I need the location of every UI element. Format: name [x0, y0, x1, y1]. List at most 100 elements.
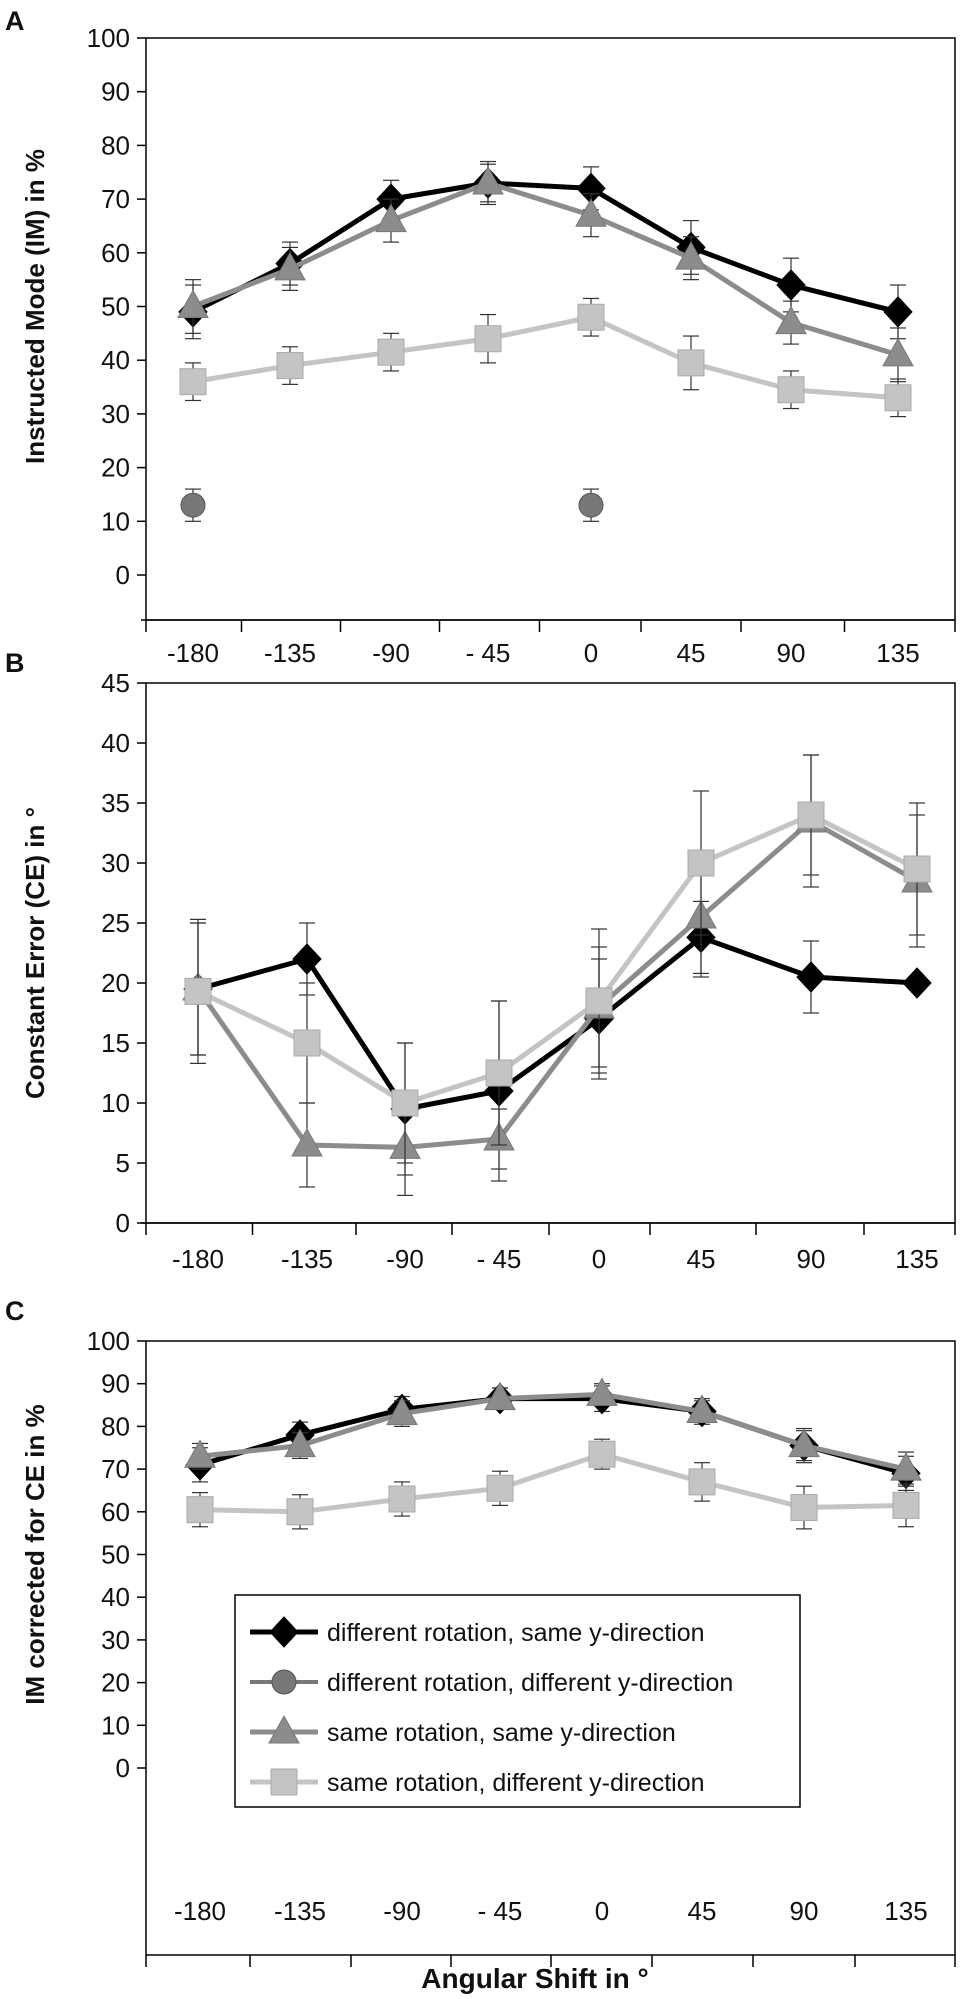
data-point-square-marker: [486, 1474, 514, 1502]
y-tick-label: 100: [87, 1326, 130, 1356]
legend-label: different rotation, different y-directio…: [327, 1669, 733, 1697]
legend-diamond-marker: [269, 1616, 299, 1648]
panel-a: A 0 10 20 30 40 50 60 70 80 90 100 -180 -135 -90 - 45 0 4…: [5, 6, 956, 668]
series-line-segment: [699, 1408, 807, 1449]
series-line-segment: [497, 1451, 605, 1491]
panel-letter: C: [5, 1296, 25, 1326]
series-line-segment: [588, 314, 694, 366]
y-tick-label: 25: [101, 908, 130, 938]
data-point-square-marker: [179, 368, 207, 396]
series-line-segment: [402, 1070, 502, 1106]
series-line-segment: [698, 818, 814, 920]
data-point-square-marker: [588, 1440, 616, 1468]
y-tick-label: 20: [101, 453, 130, 483]
series-line-segment: [195, 988, 310, 1046]
series-line-segment: [402, 1136, 502, 1150]
series-line-segment: [596, 914, 704, 1010]
x-tick-label: 90: [777, 638, 806, 668]
series-line-segment: [801, 1443, 909, 1472]
panel-letter: B: [5, 648, 25, 678]
data-point-triangle-marker: [586, 1377, 618, 1406]
panel-letter: A: [5, 6, 25, 36]
data-point-diamond-marker: [883, 296, 913, 328]
y-tick-label: 0: [116, 1208, 130, 1238]
series-line-segment: [599, 1451, 705, 1485]
series-line-segment: [287, 349, 394, 369]
y-tick-label: 100: [87, 23, 130, 53]
y-tick-label: 30: [101, 848, 130, 878]
y-tick-label: 60: [101, 238, 130, 268]
data-point-square-marker: [276, 352, 304, 380]
series-line-segment: [190, 363, 293, 385]
y-tick-label: 80: [101, 1411, 130, 1441]
y-axis-label: Instructed Mode (IM) in %: [20, 149, 50, 464]
series-line-segment: [485, 314, 594, 342]
series-different-rotation-different-y-direction: [180, 488, 604, 522]
x-axis-label: Angular Shift in °: [421, 1963, 648, 1994]
series-same-rotation-different-y-direction: [184, 754, 931, 1164]
data-point-square-marker: [186, 1496, 214, 1524]
data-point-square-marker: [797, 801, 825, 829]
y-tick-label: 50: [101, 1540, 130, 1570]
x-tick-label: -90: [383, 1896, 421, 1926]
data-point-square-marker: [377, 338, 405, 366]
series-same-rotation-same-y-direction: [184, 1377, 922, 1487]
x-tick-label: 135: [884, 1896, 927, 1926]
x-tick-label: -180: [174, 1896, 226, 1926]
data-point-diamond-marker: [776, 269, 806, 301]
series-line-segment: [485, 180, 594, 218]
series-line-segment: [588, 212, 694, 261]
series-line-segment: [402, 1088, 502, 1112]
series-same-rotation-same-y-direction: [177, 160, 914, 383]
data-point-triangle-marker: [686, 1394, 718, 1423]
y-tick-label: 60: [101, 1497, 130, 1527]
series-line-segment: [190, 266, 293, 309]
y-tick-label: 30: [101, 399, 130, 429]
series-line-segment: [599, 1391, 705, 1414]
data-point-square-marker: [391, 1089, 419, 1117]
y-tick-label: 70: [101, 184, 130, 214]
series-line-segment: [808, 974, 920, 986]
series-line-segment: [388, 336, 491, 355]
x-tick-label: -135: [264, 638, 316, 668]
series-line-segment: [808, 812, 920, 872]
data-point-triangle-marker: [775, 305, 807, 335]
y-tick-label: 30: [101, 1625, 130, 1655]
data-point-triangle-marker: [386, 1396, 418, 1426]
x-tick-label: 0: [584, 638, 598, 668]
legend-box: [234, 1594, 801, 1808]
data-point-triangle-marker: [575, 198, 607, 227]
series-line-segment: [688, 255, 794, 326]
x-tick-label: 0: [592, 1244, 606, 1274]
data-point-triangle-marker: [788, 1428, 820, 1458]
series-line-segment: [197, 1443, 303, 1459]
series-line-segment: [399, 1485, 503, 1502]
series-line-segment: [485, 180, 594, 191]
series-line-segment: [596, 934, 704, 1022]
plot-frame: [145, 37, 956, 621]
series-line-segment: [304, 1142, 408, 1150]
data-point-triangle-marker: [291, 1127, 323, 1157]
data-point-triangle-marker: [472, 165, 504, 195]
series-line-segment: [297, 1496, 405, 1515]
legend-circle-marker: [271, 1669, 297, 1695]
legend-label: same rotation, different y-direction: [327, 1769, 705, 1797]
data-point-square-marker: [388, 1485, 416, 1513]
series-line-segment: [699, 1479, 807, 1511]
y-tick-label: 40: [101, 1582, 130, 1612]
data-point-triangle-marker: [375, 203, 407, 233]
data-point-square-marker: [777, 376, 805, 404]
series-line-segment: [698, 812, 814, 866]
series-line-segment: [399, 1396, 503, 1417]
series-line-segment: [287, 218, 394, 272]
y-tick-label: 50: [101, 292, 130, 322]
series-line-segment: [195, 956, 310, 992]
data-point-square-marker: [293, 1029, 321, 1057]
series-line-segment: [388, 180, 491, 202]
y-tick-label: 0: [116, 560, 130, 590]
series-line-segment: [388, 180, 491, 224]
x-tick-label: 45: [687, 1244, 716, 1274]
y-tick-label: 20: [101, 968, 130, 998]
series-line-segment: [197, 1507, 303, 1515]
